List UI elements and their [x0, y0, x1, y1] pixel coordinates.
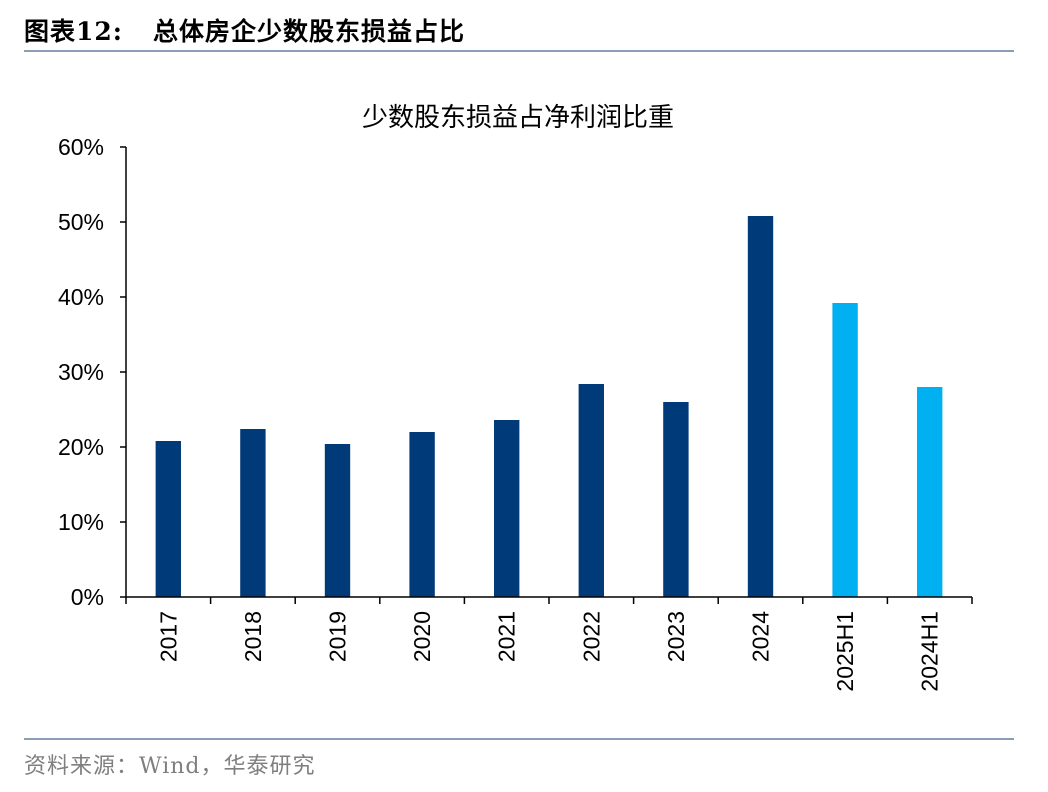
y-tick-label: 30% [58, 359, 104, 385]
source-note: 资料来源：Wind，华泰研究 [24, 754, 316, 779]
bar-2017 [155, 441, 181, 597]
bar-2023 [663, 402, 689, 597]
y-tick-label: 20% [58, 434, 104, 460]
footer-rule [24, 738, 1014, 740]
x-category-label: 2022 [578, 611, 604, 662]
y-tick-label: 60% [58, 134, 104, 160]
x-category-label: 2017 [155, 611, 181, 662]
x-category-label: 2024 [748, 611, 774, 662]
figure-title: 图表12: 总体房企少数股东损益占比 [24, 12, 465, 48]
bar-2021 [494, 420, 520, 597]
bar-2025H1 [832, 303, 858, 597]
bars-group [155, 216, 943, 597]
bar-2018 [240, 429, 266, 597]
bar-2020 [409, 432, 435, 597]
y-ticks-group: 0% 10% 20% 30% 40% 50% 60% [58, 134, 973, 610]
x-category-label: 2019 [325, 611, 351, 662]
y-tick-label: 50% [58, 209, 104, 235]
bar-2024H1 [917, 387, 943, 597]
x-category-label: 2018 [240, 611, 266, 662]
x-category-label: 2023 [663, 611, 689, 662]
x-category-label: 2025H1 [832, 611, 858, 692]
x-categories-group: 2017 2018 2019 2020 2021 2022 2023 2024 2025H1 20… [155, 611, 942, 692]
y-tick-label: 40% [58, 284, 104, 310]
y-tick-label: 0% [71, 584, 104, 610]
bar-2019 [324, 444, 351, 597]
chart-title: 少数股东损益占净利润比重 [362, 103, 674, 133]
header-rule [24, 50, 1014, 52]
figure-label: 图表12: [24, 17, 124, 46]
figure-title-text: 总体房企少数股东损益占比 [153, 17, 466, 46]
bar-2024 [747, 216, 774, 597]
x-category-label: 2024H1 [917, 611, 943, 692]
y-tick-label: 10% [58, 509, 104, 535]
bar-2022 [578, 384, 604, 597]
x-category-label: 2020 [409, 611, 435, 662]
x-category-label: 2021 [494, 611, 520, 662]
